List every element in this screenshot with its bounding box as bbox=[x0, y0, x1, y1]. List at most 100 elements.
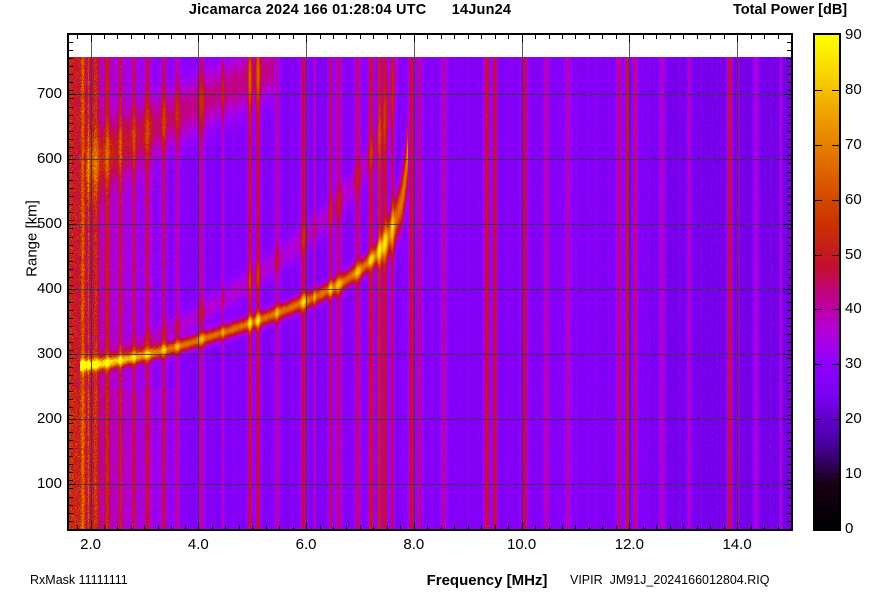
y-tick-minor bbox=[69, 204, 73, 205]
x-tick-minor bbox=[117, 525, 119, 529]
y-tick-minor bbox=[787, 325, 791, 327]
y-tick-major bbox=[69, 223, 76, 225]
x-tick-minor bbox=[615, 35, 617, 39]
y-tick-minor bbox=[787, 366, 791, 368]
y-tick-minor bbox=[69, 65, 73, 67]
x-tick-label: 8.0 bbox=[403, 536, 425, 553]
x-tick-minor bbox=[333, 525, 334, 529]
y-tick-minor bbox=[787, 415, 791, 417]
gridline-horizontal bbox=[69, 288, 791, 290]
plot-clip bbox=[69, 35, 791, 529]
x-tick-minor bbox=[211, 525, 213, 529]
gridline-horizontal bbox=[69, 483, 791, 485]
x-tick-minor bbox=[494, 35, 496, 39]
y-tick-minor bbox=[787, 496, 791, 498]
y-tick-minor bbox=[787, 269, 791, 270]
x-tick-minor bbox=[319, 35, 321, 39]
x-tick-minor bbox=[737, 35, 739, 39]
y-tick-minor bbox=[69, 439, 73, 441]
y-tick-minor bbox=[787, 187, 791, 189]
x-tick-minor bbox=[198, 35, 200, 39]
ionogram-plot[interactable] bbox=[67, 33, 793, 531]
gridline-vertical bbox=[629, 35, 631, 529]
x-tick-minor bbox=[440, 35, 442, 39]
x-tick-minor bbox=[77, 525, 79, 529]
x-tick-minor bbox=[575, 35, 577, 39]
y-tick-minor bbox=[787, 488, 791, 490]
x-tick-minor bbox=[777, 525, 779, 529]
x-tick-minor bbox=[346, 525, 348, 529]
colorbar-tick-label: 40 bbox=[845, 300, 862, 318]
y-tick-minor bbox=[69, 74, 73, 75]
y-tick-label: 200 bbox=[36, 409, 62, 427]
y-tick-minor bbox=[69, 57, 73, 59]
x-tick-minor bbox=[602, 35, 604, 39]
gridline-horizontal bbox=[69, 418, 791, 420]
y-tick-minor bbox=[787, 423, 791, 425]
x-tick-minor bbox=[77, 35, 79, 39]
x-tick-minor bbox=[508, 35, 510, 39]
colorbar-tick-label: 80 bbox=[845, 80, 862, 98]
y-tick-minor bbox=[787, 358, 791, 360]
y-tick-minor bbox=[787, 244, 791, 246]
x-tick-minor bbox=[602, 525, 604, 529]
y-tick-major bbox=[69, 483, 76, 485]
gridline-vertical bbox=[521, 35, 523, 529]
colorbar-tick bbox=[832, 144, 839, 146]
x-tick-minor bbox=[373, 35, 375, 39]
x-tick-minor bbox=[265, 35, 267, 39]
colorbar-tick-label: 20 bbox=[845, 410, 862, 428]
colorbar-title: Total Power [dB] bbox=[733, 2, 848, 18]
x-tick-minor bbox=[683, 35, 685, 39]
x-tick-minor bbox=[494, 525, 496, 529]
y-tick-minor bbox=[787, 212, 791, 214]
y-tick-minor bbox=[69, 472, 73, 474]
x-tick-minor bbox=[211, 35, 213, 39]
x-tick-minor bbox=[629, 35, 631, 39]
y-tick-minor bbox=[69, 488, 73, 490]
y-tick-minor bbox=[69, 399, 73, 400]
colorbar bbox=[813, 33, 841, 531]
y-tick-major bbox=[69, 93, 76, 95]
x-tick-minor bbox=[508, 525, 510, 529]
y-tick-major bbox=[69, 353, 76, 355]
x-tick-minor bbox=[184, 525, 186, 529]
x-tick-minor bbox=[184, 35, 186, 39]
x-tick-label: 6.0 bbox=[295, 536, 317, 553]
y-tick-minor bbox=[787, 139, 791, 140]
y-tick-minor bbox=[787, 472, 791, 474]
y-tick-label: 300 bbox=[36, 344, 62, 362]
y-tick-minor bbox=[69, 90, 73, 92]
x-tick-minor bbox=[400, 35, 402, 39]
y-tick-minor bbox=[787, 179, 791, 181]
y-tick-minor bbox=[69, 382, 73, 384]
x-tick-minor bbox=[629, 525, 631, 529]
y-tick-minor bbox=[69, 106, 73, 108]
x-tick-minor bbox=[696, 525, 698, 529]
x-tick-minor bbox=[292, 525, 294, 529]
gridline-vertical bbox=[198, 35, 200, 529]
x-tick-minor bbox=[373, 525, 375, 529]
y-tick-major bbox=[784, 483, 791, 485]
x-tick-minor bbox=[427, 35, 429, 39]
y-tick-minor bbox=[69, 212, 73, 214]
colorbar-tick bbox=[815, 364, 822, 366]
y-tick-minor bbox=[69, 139, 73, 140]
x-tick-minor bbox=[386, 525, 388, 529]
y-tick-minor bbox=[69, 390, 73, 392]
x-tick-minor bbox=[588, 525, 590, 529]
y-tick-minor bbox=[69, 423, 73, 425]
x-tick-minor bbox=[764, 525, 766, 529]
colorbar-tick bbox=[832, 254, 839, 256]
x-tick-minor bbox=[562, 35, 563, 39]
gridline-vertical bbox=[90, 35, 92, 529]
x-tick-minor bbox=[548, 525, 550, 529]
y-tick-minor bbox=[787, 350, 791, 352]
y-tick-minor bbox=[787, 520, 791, 522]
y-tick-minor bbox=[69, 114, 73, 116]
y-tick-minor bbox=[69, 171, 73, 173]
x-tick-minor bbox=[669, 35, 671, 39]
y-tick-minor bbox=[69, 98, 73, 100]
y-tick-minor bbox=[69, 228, 73, 230]
colorbar-tick-labels: 0 10 20 30 40 50 60 70 80 90 bbox=[845, 26, 873, 537]
